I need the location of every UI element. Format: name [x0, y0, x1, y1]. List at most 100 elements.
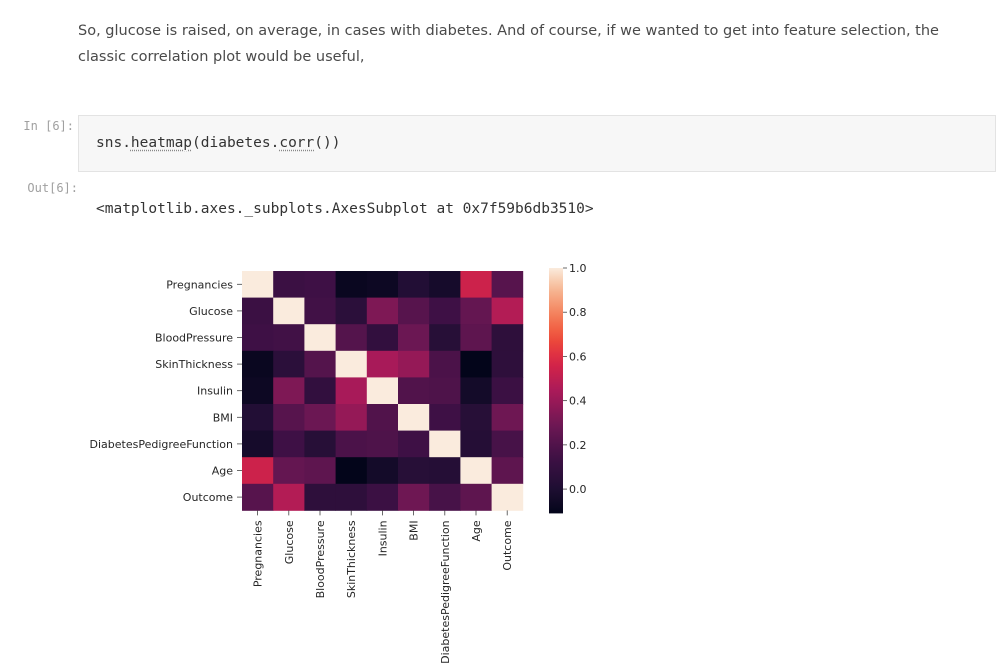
heatmap-cell-SkinThickness-Age [460, 350, 492, 378]
heatmap-cell-Insulin-Pregnancies [242, 377, 274, 405]
heatmap-cell-Glucose-Glucose [273, 297, 305, 325]
heatmap-cell-Pregnancies-Age [460, 271, 492, 298]
heatmap-cell-Age-BloodPressure [304, 457, 336, 485]
x-tick-label: SkinThickness [345, 520, 358, 598]
code-function-corr: corr [279, 135, 315, 151]
code-line: sns.heatmap(diabetes.corr()) [96, 135, 340, 151]
heatmap-cell-Insulin-Glucose [273, 377, 305, 405]
heatmap-cell-BMI-Insulin [366, 404, 399, 431]
x-tick-label: Age [470, 520, 483, 542]
heatmap-cell-Outcome-Insulin [366, 483, 399, 511]
heatmap-cell-Insulin-BMI [398, 377, 430, 405]
heatmap-cell-BMI-BMI [398, 404, 430, 431]
code-input-cell[interactable]: sns.heatmap(diabetes.corr()) [78, 115, 996, 172]
heatmap-cell-Age-SkinThickness [335, 457, 368, 485]
heatmap-cell-BloodPressure-Outcome [491, 324, 524, 352]
colorbar-tick-label: 1.0 [569, 262, 587, 275]
heatmap-cell-BMI-SkinThickness [335, 404, 368, 431]
heatmap-cell-DiabetesPedigreeFunction-BloodPressure [304, 430, 336, 458]
heatmap-cell-Age-BMI [398, 457, 430, 485]
heatmap-cell-Pregnancies-BMI [398, 271, 430, 298]
y-tick-label: SkinThickness [155, 358, 233, 371]
heatmap-cell-Glucose-BMI [398, 297, 430, 325]
heatmap-cell-Glucose-Insulin [366, 297, 399, 325]
heatmap-cell-SkinThickness-Insulin [366, 350, 399, 378]
heatmap-cell-Age-DiabetesPedigreeFunction [429, 457, 461, 485]
heatmap-cell-BloodPressure-BloodPressure [304, 324, 336, 352]
heatmap-cell-BloodPressure-Insulin [366, 324, 399, 352]
y-tick-label: Outcome [183, 491, 233, 504]
heatmap-cell-SkinThickness-Pregnancies [242, 350, 274, 378]
code-function-heatmap: heatmap [130, 135, 193, 151]
heatmap-cell-DiabetesPedigreeFunction-BMI [398, 430, 430, 458]
heatmap-cell-Outcome-Age [460, 483, 492, 511]
heatmap-cell-DiabetesPedigreeFunction-SkinThickness [335, 430, 368, 458]
colorbar-tick-label: 0.2 [569, 439, 587, 452]
heatmap-cell-Glucose-SkinThickness [335, 297, 368, 325]
heatmap-cell-Insulin-BloodPressure [304, 377, 336, 405]
x-tick-label: Insulin [376, 520, 389, 556]
heatmap-cell-Age-Outcome [491, 457, 524, 485]
heatmap-cell-BMI-Pregnancies [242, 404, 274, 431]
x-tick-label: BloodPressure [314, 520, 327, 598]
x-tick-label: Outcome [501, 520, 514, 570]
colorbar-tick-label: 0.4 [569, 395, 587, 408]
heatmap-y-labels: Pregnancies Glucose BloodPressure SkinThick… [90, 278, 242, 504]
output-repr-text: <matplotlib.axes._subplots.AxesSubplot a… [96, 201, 594, 217]
heatmap-x-labels: Pregnancies Glucose BloodPressure SkinThick… [252, 510, 514, 664]
heatmap-cell-SkinThickness-DiabetesPedigreeFunction [429, 350, 461, 378]
heatmap-cells [242, 271, 524, 511]
heatmap-cell-DiabetesPedigreeFunction-DiabetesPedigreeFunction [429, 430, 461, 458]
colorbar-ticks: 0.0 0.2 0.4 0.6 0.8 1.0 [563, 262, 587, 496]
y-tick-label: DiabetesPedigreeFunction [90, 438, 233, 451]
colorbar-tick-label: 0.8 [569, 306, 587, 319]
heatmap-cell-SkinThickness-Outcome [491, 350, 524, 378]
heatmap-cell-Outcome-DiabetesPedigreeFunction [429, 483, 461, 511]
heatmap-cell-BMI-BloodPressure [304, 404, 336, 431]
heatmap-cell-Pregnancies-Glucose [273, 271, 305, 298]
code-prefix: sns. [96, 135, 131, 151]
heatmap-cell-DiabetesPedigreeFunction-Age [460, 430, 492, 458]
heatmap-cell-SkinThickness-SkinThickness [335, 350, 368, 378]
heatmap-cell-Pregnancies-BloodPressure [304, 271, 336, 298]
code-middle: (diabetes. [192, 135, 280, 151]
heatmap-cell-Insulin-Insulin [366, 377, 399, 405]
y-tick-label: Glucose [189, 305, 233, 318]
heatmap-cell-Glucose-Outcome [491, 297, 524, 325]
heatmap-cell-Age-Glucose [273, 457, 305, 485]
heatmap-cell-Age-Insulin [366, 457, 399, 485]
heatmap-cell-BMI-Glucose [273, 404, 305, 431]
heatmap-cell-BMI-Age [460, 404, 492, 431]
colorbar-tick-label: 0.6 [569, 350, 587, 363]
heatmap-cell-Glucose-DiabetesPedigreeFunction [429, 297, 461, 325]
heatmap-cell-Outcome-BloodPressure [304, 483, 336, 511]
heatmap-cell-Glucose-Pregnancies [242, 297, 274, 325]
y-tick-label: BMI [213, 411, 233, 424]
x-tick-label: BMI [408, 520, 421, 540]
x-tick-label: Pregnancies [252, 520, 265, 587]
y-tick-label: Age [212, 465, 234, 478]
heatmap-cell-Outcome-Pregnancies [242, 483, 274, 511]
input-prompt: In [6]: [23, 119, 74, 133]
colorbar [549, 268, 563, 514]
heatmap-cell-Outcome-SkinThickness [335, 483, 368, 511]
correlation-heatmap: Pregnancies Glucose BloodPressure SkinThick… [90, 262, 587, 664]
heatmap-cell-Outcome-Outcome [491, 483, 524, 511]
markdown-paragraph: So, glucose is raised, on average, in ca… [78, 23, 939, 65]
heatmap-cell-BMI-Outcome [491, 404, 524, 431]
heatmap-cell-SkinThickness-Glucose [273, 350, 305, 378]
colorbar-tick-label: 0.0 [569, 483, 587, 496]
heatmap-cell-BloodPressure-Pregnancies [242, 324, 274, 352]
heatmap-cell-BloodPressure-Age [460, 324, 492, 352]
heatmap-cell-Pregnancies-Outcome [491, 271, 524, 298]
heatmap-cell-Glucose-BloodPressure [304, 297, 336, 325]
heatmap-cell-Pregnancies-Pregnancies [242, 271, 274, 298]
heatmap-cell-Insulin-SkinThickness [335, 377, 368, 405]
heatmap-cell-BloodPressure-DiabetesPedigreeFunction [429, 324, 461, 352]
heatmap-cell-Insulin-DiabetesPedigreeFunction [429, 377, 461, 405]
heatmap-cell-Age-Age [460, 457, 492, 485]
heatmap-cell-Pregnancies-DiabetesPedigreeFunction [429, 271, 461, 298]
y-tick-label: Pregnancies [166, 278, 233, 291]
x-tick-label: Glucose [283, 520, 296, 564]
x-tick-label: DiabetesPedigreeFunction [439, 520, 452, 663]
